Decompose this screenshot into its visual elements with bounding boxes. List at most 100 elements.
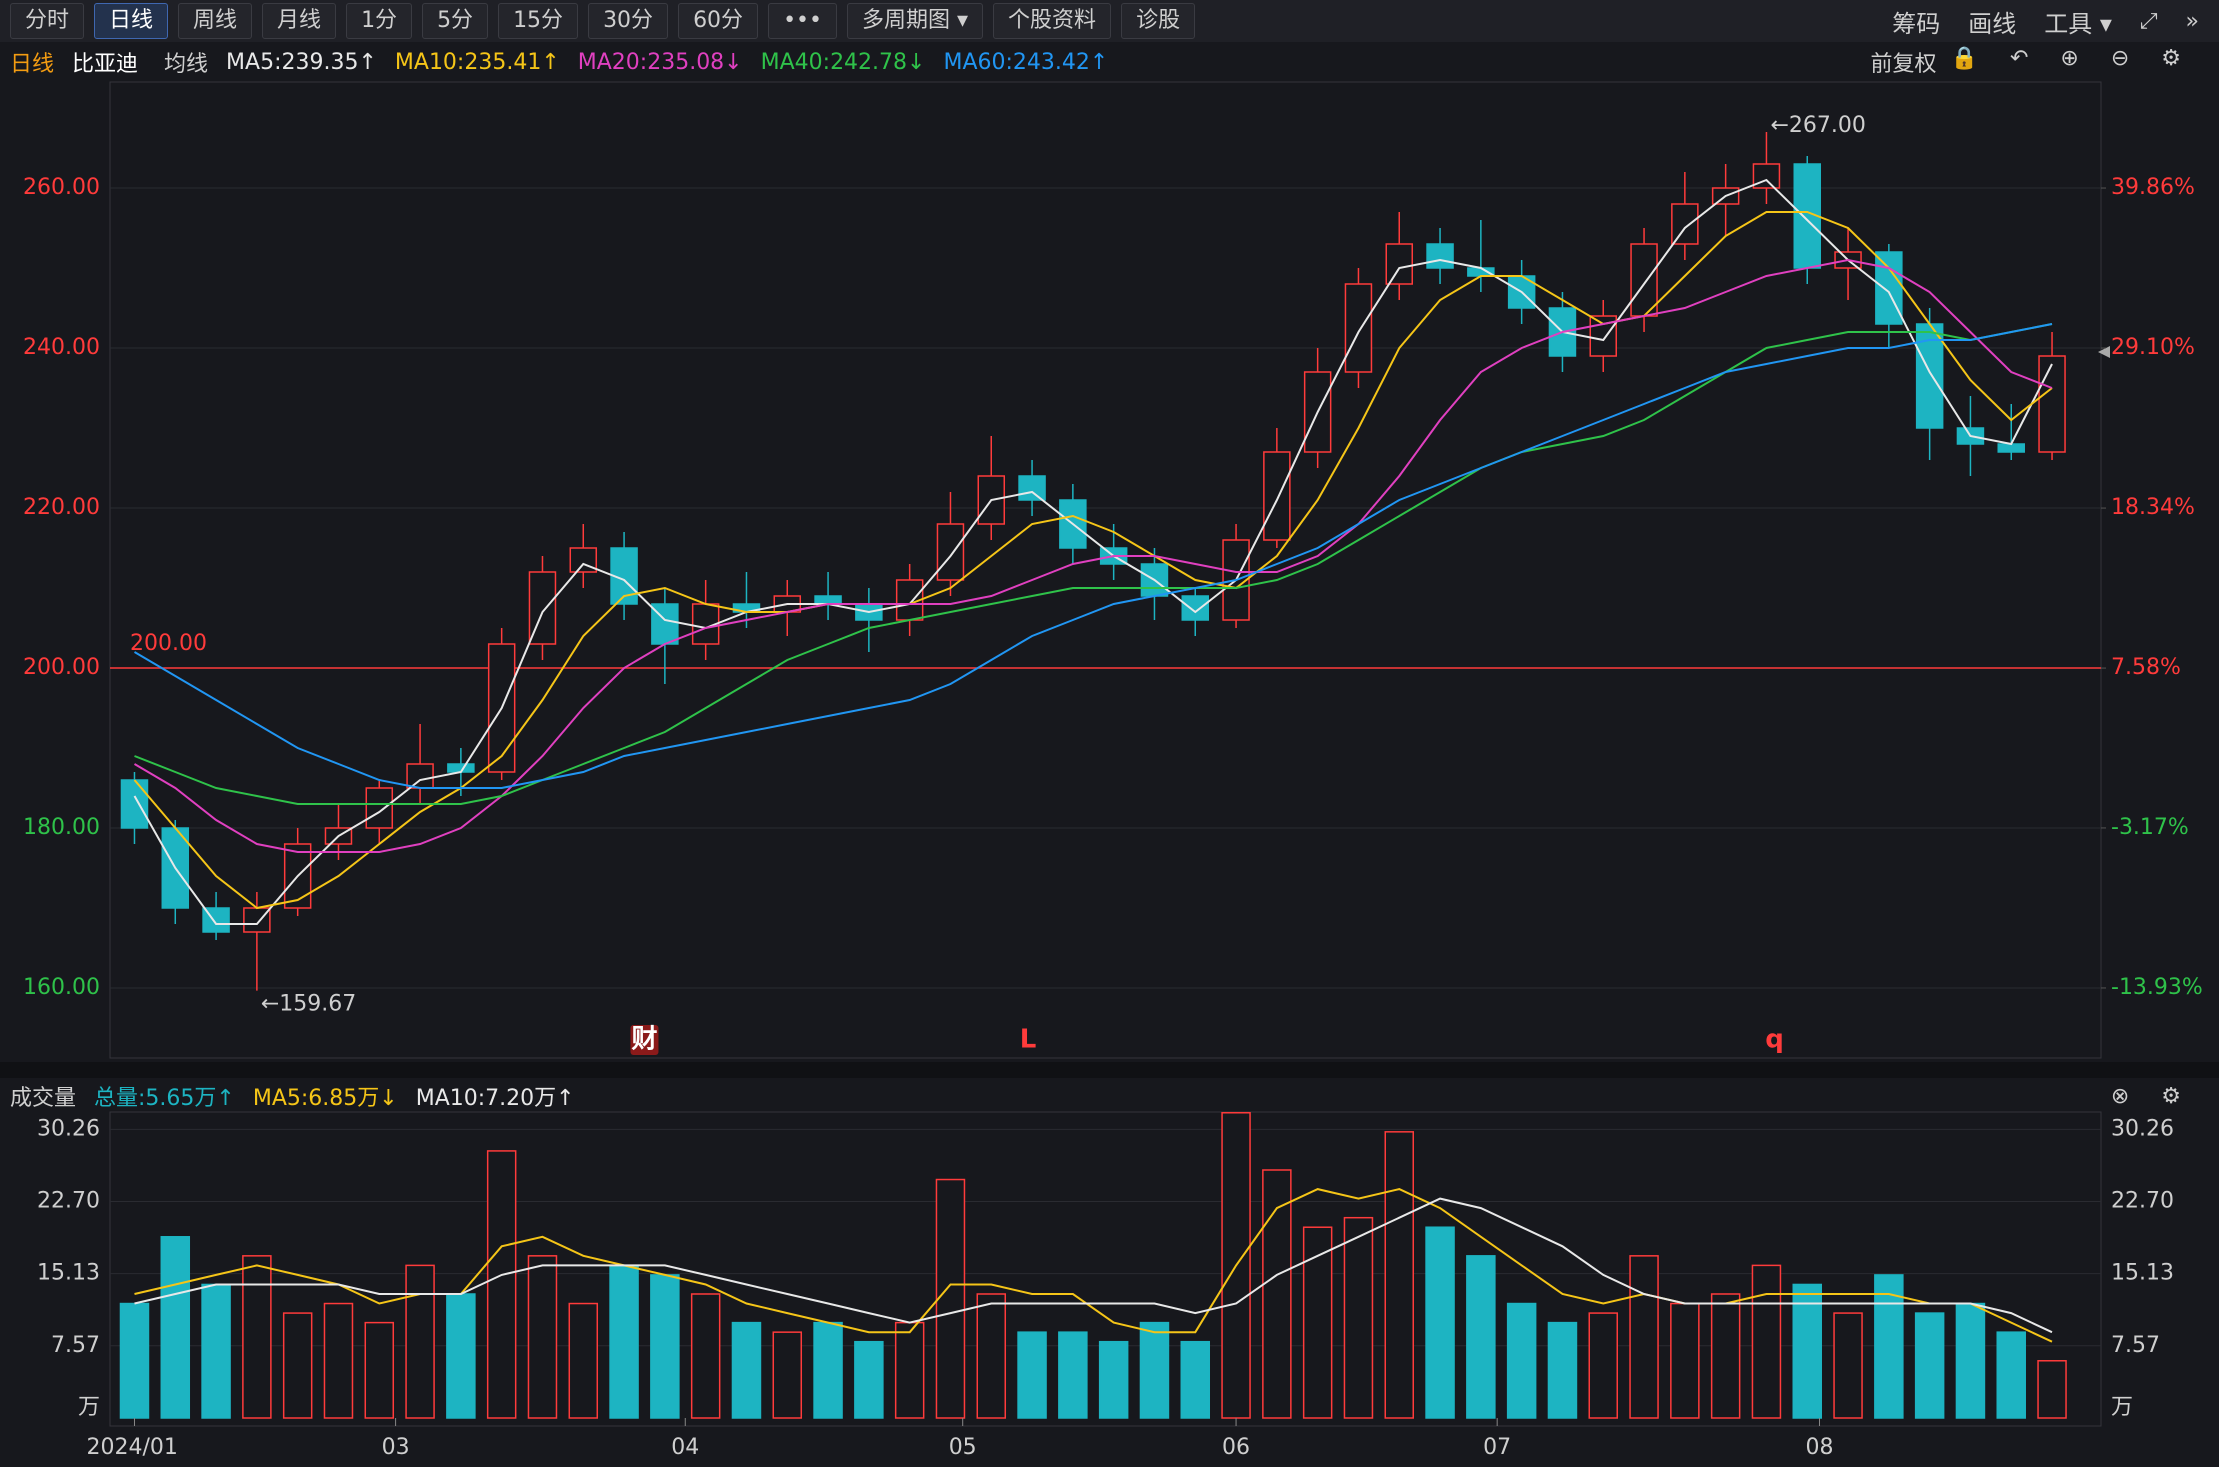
volume-bar: [405, 1264, 435, 1419]
volume-bar: [609, 1264, 639, 1419]
settings-icon[interactable]: ⚙: [2161, 1083, 2181, 1109]
volume-bar: [1180, 1340, 1211, 1419]
stock-name: 比亚迪: [72, 52, 139, 77]
volume-bar: [527, 1255, 558, 1419]
ma-title: 均线: [164, 52, 209, 77]
toolbar-item[interactable]: 画线: [1968, 9, 2017, 38]
legend-item: MA5:6.85万↓: [252, 1086, 398, 1111]
legend-item: MA40:242.78↓: [760, 49, 926, 75]
tab[interactable]: 日线: [94, 3, 169, 39]
volume-bar: [1914, 1312, 1945, 1419]
tab[interactable]: 60分: [678, 3, 759, 39]
undo-icon[interactable]: ↶: [2009, 46, 2029, 71]
toolbar-right: 筹码 画线 工具 ▾ ⤢ »: [1892, 0, 2199, 42]
volume-bar: [446, 1293, 476, 1419]
volume-bar: [568, 1302, 599, 1419]
candle-body: [1181, 595, 1210, 621]
x-tick-label: 07: [1483, 1435, 1511, 1460]
settings-icon[interactable]: ⚙: [2161, 46, 2181, 71]
legend-item: MA10:235.41↑: [394, 49, 560, 75]
candle-body: [569, 547, 598, 573]
ma-line: [133, 211, 2053, 910]
volume-bar: [1955, 1302, 1986, 1419]
zoom-in-icon[interactable]: ⊕: [2060, 46, 2079, 71]
candle-body: [1303, 371, 1332, 453]
volume-bar: [854, 1340, 884, 1419]
y2-tick-label: 18.34%: [2111, 495, 2195, 520]
candle-body: [1385, 243, 1414, 285]
candle-body: [406, 763, 434, 789]
x-tick-label: 03: [382, 1435, 410, 1460]
volume-bar: [1588, 1312, 1618, 1419]
annotation: ←159.67: [261, 992, 356, 1017]
event-marker: 财: [631, 1025, 657, 1055]
fullscreen-icon[interactable]: ⤢: [2139, 8, 2158, 34]
tab[interactable]: 分时: [10, 3, 85, 39]
volume-legend: MA5:6.85万↓ MA10:7.20万↑: [253, 1080, 593, 1112]
toolbar: 分时 日线 周线 月线 1分 5分 15分 30分 60分 ••• 多周期图 ▾ 个股资料 诊股 筹码画…: [0, 0, 2219, 42]
candle-body: [365, 787, 394, 829]
volume-bar: [1343, 1216, 1374, 1419]
x-tick-label: 04: [671, 1435, 699, 1460]
candle-body: [1630, 243, 1658, 317]
tab[interactable]: 1分: [346, 3, 413, 39]
toolbar-item[interactable]: 筹码: [1892, 9, 1941, 38]
volume-bar: [650, 1274, 680, 1419]
tab[interactable]: 5分: [422, 3, 489, 39]
volume-bar: [1262, 1169, 1292, 1419]
volume-bar: [731, 1321, 762, 1419]
volume-bar: [201, 1283, 231, 1419]
volume-info-row: 成交量 总量:5.65万↑ MA5:6.85万↓ MA10:7.20万↑ ⊗ ⚙: [0, 1080, 2219, 1112]
volume-bar: [1098, 1340, 1129, 1419]
y-tick-label: 22.70: [37, 1188, 100, 1213]
tab[interactable]: 多周期图 ▾: [847, 3, 984, 39]
volume-bar: [1466, 1255, 1496, 1419]
candle-body: [1263, 451, 1291, 541]
info-row: 日线 比亚迪 均线 MA5:239.35↑ MA10:235.41↑ MA20:23…: [0, 44, 2219, 80]
ma-line: [134, 323, 2053, 805]
y-tick-label: 7.57: [51, 1333, 100, 1358]
close-icon[interactable]: ⊗: [2110, 1083, 2130, 1109]
y2-tick-label: 29.10%: [2111, 335, 2195, 360]
candle-body: [936, 523, 965, 581]
toolbar-right-items: 筹码 画线 工具 ▾: [1892, 4, 2112, 39]
volume-bar: [1874, 1274, 1904, 1419]
tab[interactable]: 月线: [262, 3, 337, 39]
y-tick-label: 15.13: [37, 1261, 100, 1286]
tab[interactable]: 15分: [498, 3, 579, 39]
volume-frame: [109, 1111, 2102, 1427]
unit-label-right: 万: [2111, 1395, 2133, 1420]
tab[interactable]: 个股资料: [993, 3, 1112, 39]
price-pointer: [2098, 346, 2110, 358]
toolbar-item[interactable]: 工具 ▾: [2044, 9, 2112, 38]
tab[interactable]: 30分: [588, 3, 669, 39]
volume-bar: [2037, 1360, 2067, 1419]
zoom-out-icon[interactable]: ⊖: [2110, 46, 2130, 71]
legend-item: MA5:239.35↑: [226, 49, 377, 75]
volume-bar: [1792, 1283, 1822, 1419]
ma-line: [133, 323, 2053, 789]
tab[interactable]: •••: [768, 3, 837, 39]
volume-bar: [1384, 1131, 1415, 1419]
volume-bar: [1425, 1226, 1455, 1419]
volume-bar: [1547, 1321, 1578, 1419]
volume-bar: [976, 1293, 1007, 1419]
volume-title: 成交量: [10, 1086, 77, 1111]
ma-line: [133, 178, 2053, 925]
volume-bar: [364, 1321, 395, 1419]
unit-label: 万: [78, 1395, 100, 1420]
candle-body: [487, 643, 516, 773]
collapse-icon[interactable]: »: [2185, 8, 2199, 34]
ma-legend: MA5:239.35↑ MA10:235.41↑ MA20:235.08↓ MA40:…: [226, 50, 1126, 75]
candle-body: [1426, 243, 1454, 269]
lock-icon[interactable]: 🔒: [1950, 46, 1978, 71]
tab[interactable]: 诊股: [1121, 3, 1196, 39]
main-frame: [109, 81, 2102, 1059]
volume-bar: [772, 1331, 803, 1419]
volume-total: 总量:5.65万↑: [94, 1086, 235, 1111]
y2-tick-label: 7.58%: [2111, 655, 2181, 680]
candle-body: [120, 779, 149, 829]
tab[interactable]: 周线: [178, 3, 253, 39]
adjust[interactable]: 前复权: [1870, 52, 1937, 77]
